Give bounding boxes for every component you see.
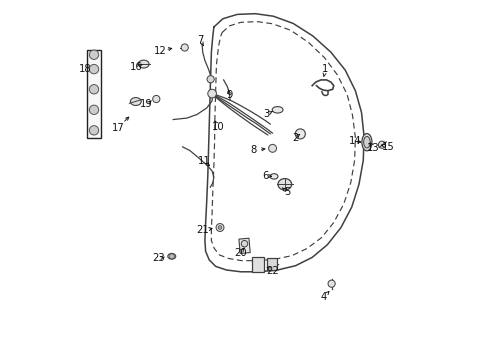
Circle shape [181,44,188,51]
Text: 5: 5 [283,186,289,197]
Text: 7: 7 [197,35,203,45]
Text: 22: 22 [265,266,278,276]
Text: 12: 12 [153,46,166,56]
Ellipse shape [277,179,291,190]
Circle shape [295,129,305,139]
Text: 19: 19 [140,99,153,109]
Circle shape [89,105,99,114]
Ellipse shape [167,253,175,259]
Text: 2: 2 [292,132,298,143]
Circle shape [268,144,276,152]
Text: 4: 4 [320,292,326,302]
Text: 9: 9 [226,90,232,100]
Circle shape [327,280,335,287]
Text: 10: 10 [212,122,224,132]
Circle shape [241,240,247,247]
Ellipse shape [361,134,371,151]
Text: 20: 20 [233,248,246,258]
Text: 17: 17 [111,123,124,133]
Text: 8: 8 [250,145,256,156]
Ellipse shape [138,60,149,68]
Circle shape [169,254,174,259]
Text: 11: 11 [198,156,210,166]
Text: 18: 18 [79,64,92,74]
Circle shape [89,50,99,59]
Text: 14: 14 [348,136,361,146]
Bar [251,257,264,272]
Text: 15: 15 [381,142,393,152]
Circle shape [152,95,160,103]
Circle shape [207,89,216,98]
Text: 6: 6 [262,171,268,181]
Circle shape [89,64,99,74]
Text: 3: 3 [263,109,269,120]
Text: 13: 13 [366,143,379,153]
Circle shape [89,126,99,135]
Circle shape [216,224,224,231]
Text: 23: 23 [152,253,165,264]
Bar [87,50,101,138]
Ellipse shape [272,107,283,113]
Text: 1: 1 [322,64,328,74]
Bar [239,238,250,253]
Ellipse shape [269,174,277,179]
Circle shape [206,76,214,83]
Ellipse shape [363,136,369,148]
Circle shape [218,226,222,229]
Circle shape [378,141,385,148]
Ellipse shape [130,98,141,105]
Text: 21: 21 [196,225,209,235]
Text: 16: 16 [129,62,142,72]
Circle shape [89,85,99,94]
Bar [266,258,277,270]
